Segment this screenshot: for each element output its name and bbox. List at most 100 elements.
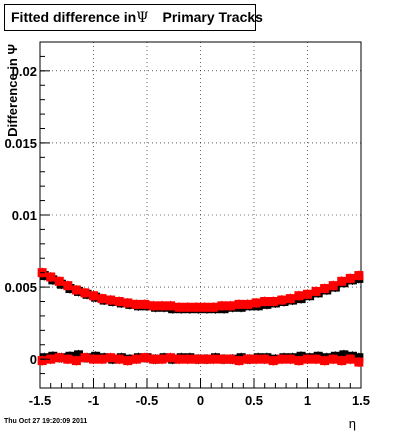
- data-point: [54, 353, 64, 363]
- data-point: [328, 281, 338, 291]
- data-point: [200, 302, 210, 312]
- data-point: [71, 285, 81, 295]
- data-point: [148, 354, 158, 364]
- data-point: [191, 302, 201, 312]
- data-point: [123, 298, 133, 308]
- data-point: [294, 356, 304, 366]
- data-point: [97, 294, 107, 304]
- x-tick-label: 1: [304, 393, 311, 408]
- data-point: [63, 354, 73, 364]
- data-point: [251, 298, 261, 308]
- data-point: [354, 357, 364, 367]
- data-point: [337, 276, 347, 286]
- data-point: [114, 297, 124, 306]
- data-point: [106, 353, 116, 363]
- y-tick-label: 0.02: [12, 64, 37, 79]
- data-point: [131, 354, 141, 364]
- data-point: [268, 297, 278, 306]
- series-3: [37, 352, 364, 368]
- data-point: [80, 353, 90, 363]
- data-point: [294, 291, 304, 301]
- data-point: [191, 354, 201, 364]
- data-point: [337, 356, 347, 366]
- chart-title-prefix: Fitted difference in: [11, 9, 137, 25]
- data-point: [174, 302, 184, 312]
- data-point: [234, 356, 244, 366]
- y-tick-label: 0.01: [12, 208, 37, 223]
- data-point: [123, 356, 133, 366]
- data-point: [131, 299, 141, 309]
- data-point: [234, 299, 244, 309]
- data-point: [80, 288, 90, 298]
- chart-title: Fitted difference inΨ Primary Tracks: [4, 4, 263, 31]
- x-axis-label: η: [349, 416, 356, 431]
- chart-title-suffix: Primary Tracks: [162, 9, 263, 25]
- data-point: [354, 271, 364, 281]
- data-point: [97, 354, 107, 364]
- data-series: [37, 267, 364, 368]
- data-point: [157, 354, 167, 364]
- chart-title-symbol: Ψ: [136, 10, 149, 26]
- data-point: [157, 301, 167, 311]
- data-point: [174, 354, 184, 364]
- y-tick-label: 0: [30, 352, 37, 367]
- data-point: [63, 281, 73, 291]
- data-point: [74, 350, 84, 360]
- x-tick-label: 1.5: [352, 393, 370, 408]
- data-point: [225, 301, 235, 311]
- grid-lines: [40, 42, 361, 388]
- data-point: [208, 302, 218, 312]
- data-point: [148, 301, 158, 311]
- data-point: [277, 354, 287, 364]
- data-point: [285, 294, 295, 304]
- data-point: [320, 356, 330, 366]
- data-point: [89, 354, 98, 364]
- data-point: [260, 354, 270, 364]
- data-point: [311, 354, 321, 364]
- y-axis-label: Difference in Ψ: [5, 44, 20, 137]
- data-point: [46, 354, 56, 364]
- data-point: [140, 299, 150, 309]
- data-point: [89, 291, 98, 301]
- data-point: [217, 354, 227, 364]
- data-point: [183, 302, 193, 312]
- x-tick-label: -0.5: [136, 393, 158, 408]
- data-point: [217, 301, 227, 311]
- data-point: [339, 350, 349, 360]
- data-point: [345, 354, 355, 364]
- data-point: [140, 353, 150, 363]
- data-point: [208, 354, 218, 364]
- data-point: [260, 297, 270, 306]
- data-point: [303, 289, 312, 299]
- data-point: [106, 295, 116, 305]
- data-point: [303, 354, 312, 364]
- data-point: [243, 354, 253, 364]
- data-point: [311, 286, 321, 296]
- data-point: [345, 273, 355, 283]
- data-point: [328, 354, 338, 364]
- data-point: [320, 284, 330, 294]
- data-point: [37, 356, 47, 366]
- data-point: [268, 356, 278, 366]
- y-tick-label: 0.015: [4, 136, 37, 151]
- data-point: [71, 356, 81, 366]
- data-point: [183, 354, 193, 364]
- x-tick-label: 0: [197, 393, 204, 408]
- x-tick-label: -1.5: [29, 393, 51, 408]
- axes: -1.5 -1 -0.5 0 0.5 1 1.5 0 0.005 0.01 0.015 0.02: [4, 41, 370, 408]
- x-tick-label: -1: [88, 393, 100, 408]
- data-point: [277, 295, 287, 305]
- data-point: [166, 353, 176, 363]
- data-point: [251, 354, 261, 364]
- x-tick-label: 0.5: [245, 393, 263, 408]
- data-point: [114, 354, 124, 364]
- data-point: [225, 354, 235, 364]
- data-point: [243, 299, 253, 309]
- series-1: [37, 267, 364, 313]
- data-point: [285, 354, 295, 364]
- data-point: [46, 272, 56, 282]
- data-point: [166, 301, 176, 311]
- data-point: [54, 276, 64, 286]
- timestamp: Thu Oct 27 19:20:09 2011: [4, 418, 88, 425]
